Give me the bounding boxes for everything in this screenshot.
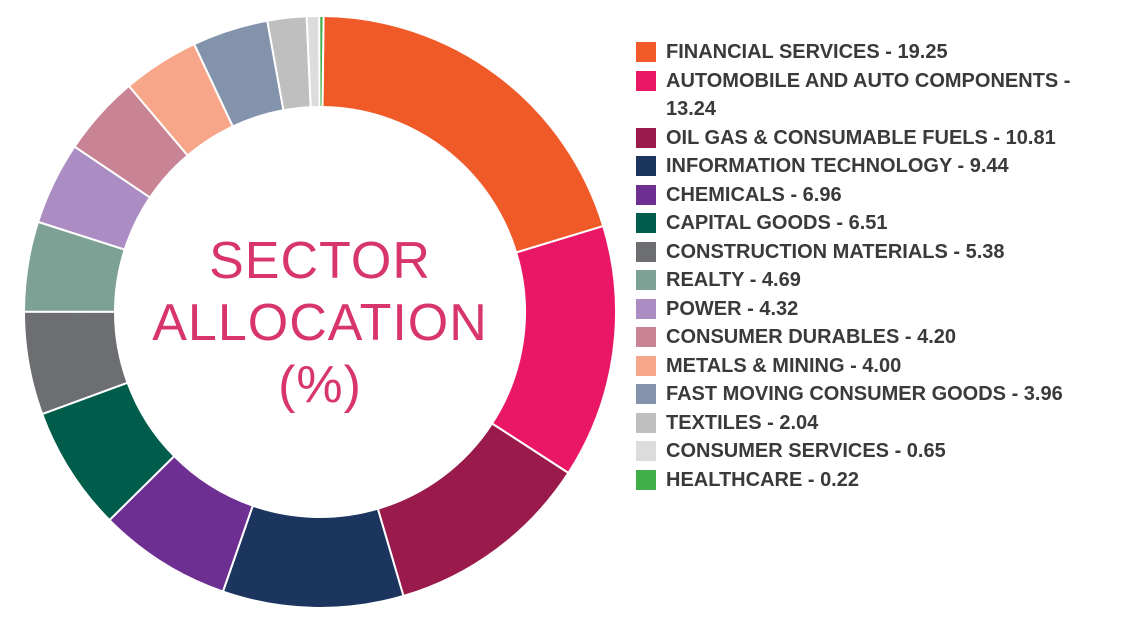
- donut-slice: [221, 504, 405, 609]
- legend-label: AUTOMOBILE AND AUTO COMPONENTS - 13.24: [666, 69, 1071, 121]
- legend-item: CONSTRUCTION MATERIALS - 5.38: [636, 238, 1116, 267]
- legend-swatch: [636, 384, 656, 404]
- legend-item: INFORMATION TECHNOLOGY - 9.44: [636, 152, 1116, 181]
- legend-swatch: [636, 184, 656, 205]
- donut-slice: [318, 15, 325, 109]
- legend-swatch: [636, 70, 656, 91]
- legend-item: CAPITAL GOODS - 6.51: [636, 209, 1116, 238]
- legend-label: POWER - 4.32: [666, 297, 799, 320]
- legend-label: REALTY - 4.69: [666, 269, 801, 291]
- sector-donut-chart: [22, 14, 617, 609]
- legend-label: TEXTILES - 2.04: [666, 411, 819, 434]
- legend-swatch: [636, 327, 656, 347]
- legend-swatch: [636, 441, 656, 461]
- legend-swatch: [636, 241, 656, 262]
- legend-item: AUTOMOBILE AND AUTO COMPONENTS - 13.24: [636, 67, 1116, 124]
- legend-label: CONSUMER SERVICES - 0.65: [666, 440, 946, 462]
- donut-center-label: SECTOR ALLOCATION (%): [120, 230, 520, 416]
- legend-label: FAST MOVING CONSUMER GOODS - 3.96: [666, 383, 1063, 405]
- legend-item: OIL GAS & CONSUMABLE FUELS - 10.81: [636, 124, 1116, 153]
- center-label-line-3: (%): [278, 356, 362, 414]
- donut-slice: [321, 15, 605, 254]
- legend-label: FINANCIAL SERVICES - 19.25: [666, 41, 948, 63]
- legend-label: INFORMATION TECHNOLOGY - 9.44: [666, 155, 1009, 177]
- legend-item: CHEMICALS - 6.96: [636, 181, 1116, 210]
- legend-label: CONSUMER DURABLES - 4.20: [666, 326, 957, 348]
- center-label-line-1: SECTOR: [209, 232, 431, 290]
- center-label-line-2: ALLOCATION: [152, 294, 488, 352]
- legend-item: CONSUMER SERVICES - 0.65: [636, 437, 1116, 466]
- legend-label: CAPITAL GOODS - 6.51: [666, 212, 888, 234]
- legend-swatch: [636, 355, 656, 376]
- legend-swatch: [636, 270, 656, 290]
- legend-swatch: [636, 298, 656, 319]
- legend-label: CONSTRUCTION MATERIALS - 5.38: [666, 240, 1005, 263]
- legend-swatch: [636, 412, 656, 433]
- legend-label: OIL GAS & CONSUMABLE FUELS - 10.81: [666, 126, 1056, 149]
- legend-label: HEALTHCARE - 0.22: [666, 468, 859, 491]
- legend-item: POWER - 4.32: [636, 295, 1116, 324]
- legend-swatch: [636, 156, 656, 176]
- legend-item: TEXTILES - 2.04: [636, 409, 1116, 438]
- legend-swatch: [636, 469, 656, 490]
- legend-item: FAST MOVING CONSUMER GOODS - 3.96: [636, 380, 1116, 409]
- legend-label: METALS & MINING - 4.00: [666, 354, 902, 377]
- legend-item: REALTY - 4.69: [636, 266, 1116, 295]
- legend-item: CONSUMER DURABLES - 4.20: [636, 323, 1116, 352]
- legend-item: FINANCIAL SERVICES - 19.25: [636, 38, 1116, 67]
- chart-legend: FINANCIAL SERVICES - 19.25 AUTOMOBILE AN…: [636, 38, 1116, 494]
- legend-label: CHEMICALS - 6.96: [666, 183, 842, 206]
- legend-swatch: [636, 213, 656, 233]
- legend-item: METALS & MINING - 4.00: [636, 352, 1116, 381]
- legend-item: HEALTHCARE - 0.22: [636, 466, 1116, 495]
- legend-swatch: [636, 127, 656, 148]
- legend-swatch: [636, 42, 656, 62]
